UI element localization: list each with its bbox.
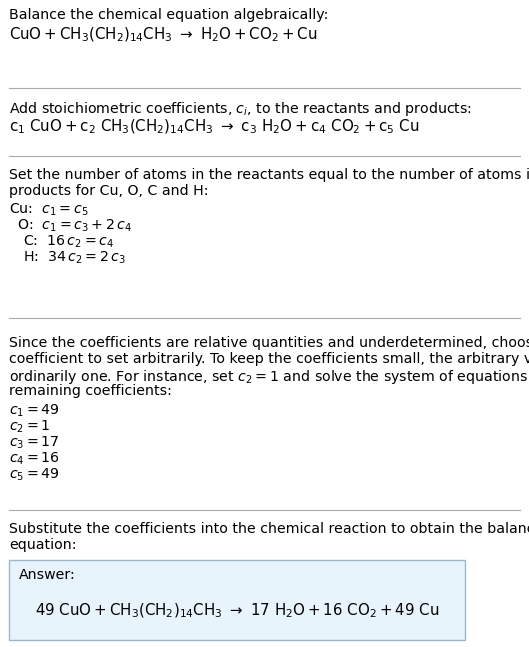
Text: Substitute the coefficients into the chemical reaction to obtain the balanced: Substitute the coefficients into the che…: [9, 522, 529, 536]
Text: Balance the chemical equation algebraically:: Balance the chemical equation algebraica…: [9, 8, 329, 22]
Text: Since the coefficients are relative quantities and underdetermined, choose a: Since the coefficients are relative quan…: [9, 336, 529, 350]
Text: Set the number of atoms in the reactants equal to the number of atoms in the: Set the number of atoms in the reactants…: [9, 168, 529, 182]
Text: ordinarily one. For instance, set $c_2 = 1$ and solve the system of equations fo: ordinarily one. For instance, set $c_2 =…: [9, 368, 529, 386]
Text: C:  $16\,c_2 = c_4$: C: $16\,c_2 = c_4$: [23, 234, 114, 250]
Text: Add stoichiometric coefficients, $c_i$, to the reactants and products:: Add stoichiometric coefficients, $c_i$, …: [9, 100, 472, 118]
Text: equation:: equation:: [9, 538, 77, 552]
FancyBboxPatch shape: [9, 560, 465, 640]
Text: products for Cu, O, C and H:: products for Cu, O, C and H:: [9, 184, 208, 198]
Text: $c_3 = 17$: $c_3 = 17$: [9, 435, 60, 452]
Text: $c_1 = 49$: $c_1 = 49$: [9, 403, 60, 419]
Text: $\mathrm{c_1\ CuO + c_2\ CH_3(CH_2)_{14}CH_3 \ \rightarrow \ c_3\ H_2O + c_4\ CO: $\mathrm{c_1\ CuO + c_2\ CH_3(CH_2)_{14}…: [9, 118, 419, 137]
Text: O:  $c_1 = c_3 + 2\,c_4$: O: $c_1 = c_3 + 2\,c_4$: [17, 218, 132, 234]
Text: Answer:: Answer:: [19, 568, 76, 582]
Text: $\mathrm{CuO + CH_3(CH_2)_{14}CH_3 \ \rightarrow \ H_2O + CO_2 + Cu}$: $\mathrm{CuO + CH_3(CH_2)_{14}CH_3 \ \ri…: [9, 26, 317, 45]
Text: $c_4 = 16$: $c_4 = 16$: [9, 451, 60, 467]
Text: $c_5 = 49$: $c_5 = 49$: [9, 467, 60, 483]
Text: H:  $34\,c_2 = 2\,c_3$: H: $34\,c_2 = 2\,c_3$: [23, 250, 126, 267]
Text: remaining coefficients:: remaining coefficients:: [9, 384, 172, 398]
Text: $c_2 = 1$: $c_2 = 1$: [9, 419, 50, 435]
Text: $\mathrm{49\ CuO + CH_3(CH_2)_{14}CH_3 \ \rightarrow \ 17\ H_2O + 16\ CO_2 + 49\: $\mathrm{49\ CuO + CH_3(CH_2)_{14}CH_3 \…: [35, 602, 439, 620]
Text: Cu:  $c_1 = c_5$: Cu: $c_1 = c_5$: [9, 202, 88, 219]
Text: coefficient to set arbitrarily. To keep the coefficients small, the arbitrary va: coefficient to set arbitrarily. To keep …: [9, 352, 529, 366]
